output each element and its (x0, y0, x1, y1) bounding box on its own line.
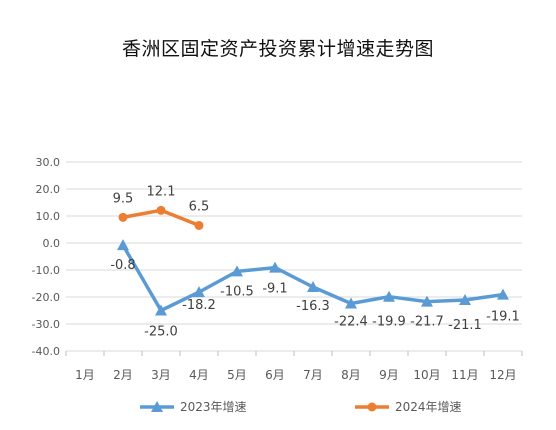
x-tick-label: 3月 (151, 368, 171, 382)
data-point (269, 261, 281, 273)
y-tick-label: 30.0 (36, 156, 61, 169)
x-tick-label: 7月 (303, 368, 323, 382)
data-label: -9.1 (262, 282, 287, 297)
x-tick-label: 6月 (265, 368, 285, 382)
x-tick-label: 11月 (451, 368, 478, 382)
y-tick-label: 20.0 (36, 183, 61, 196)
data-point (497, 288, 509, 300)
data-label: -21.7 (410, 315, 444, 330)
data-point (156, 205, 166, 215)
data-point (194, 220, 204, 230)
y-tick-label: 0.0 (43, 237, 61, 250)
data-label: -25.0 (144, 325, 178, 340)
data-label: -18.2 (182, 298, 216, 313)
data-label: -19.1 (486, 310, 520, 325)
data-point (117, 239, 129, 251)
data-point (421, 295, 433, 307)
data-point (231, 265, 243, 277)
x-tick-label: 1月 (75, 368, 95, 382)
data-point (118, 212, 128, 222)
data-label: -0.8 (110, 258, 135, 273)
data-label: -16.3 (296, 299, 330, 314)
data-point (383, 290, 395, 302)
x-tick-label: 2月 (113, 368, 133, 382)
data-label: -19.9 (372, 315, 406, 330)
data-label: -10.5 (220, 284, 254, 299)
data-label: -21.1 (448, 318, 482, 333)
legend-marker (151, 401, 163, 412)
x-tick-label: 5月 (227, 368, 247, 382)
y-tick-label: -10.0 (32, 264, 60, 277)
legend-label: 2023年增速 (180, 400, 247, 414)
y-tick-label: 10.0 (36, 210, 61, 223)
x-tick-label: 4月 (189, 368, 209, 382)
y-tick-label: -30.0 (32, 318, 60, 331)
data-label: -22.4 (334, 314, 368, 329)
y-tick-label: -20.0 (32, 291, 60, 304)
data-point (155, 304, 167, 316)
x-tick-label: 9月 (379, 368, 399, 382)
x-tick-label: 12月 (489, 368, 516, 382)
data-label: 6.5 (189, 199, 210, 214)
data-point (459, 293, 471, 305)
chart-title: 香洲区固定资产投资累计增速走势图 (121, 38, 434, 60)
x-tick-label: 8月 (341, 368, 361, 382)
data-label: 12.1 (147, 184, 176, 199)
y-tick-label: -40.0 (32, 345, 60, 358)
data-point (307, 281, 319, 293)
legend-label: 2024年增速 (395, 400, 462, 414)
x-tick-label: 10月 (413, 368, 440, 382)
data-point (345, 297, 357, 309)
legend-marker (367, 402, 377, 412)
data-label: 9.5 (113, 191, 134, 206)
data-point (193, 286, 205, 298)
